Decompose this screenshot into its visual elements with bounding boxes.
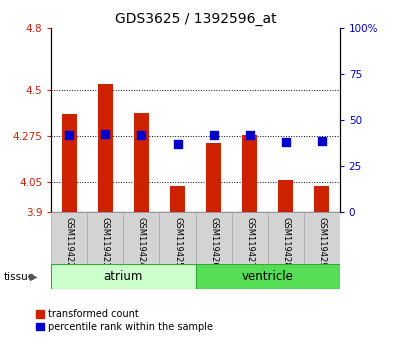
Point bbox=[318, 138, 325, 144]
Text: GSM119429: GSM119429 bbox=[317, 217, 326, 267]
Bar bbox=[196, 212, 231, 264]
Bar bbox=[123, 212, 160, 264]
Text: GSM119427: GSM119427 bbox=[245, 217, 254, 267]
Bar bbox=[206, 143, 221, 212]
Point bbox=[66, 132, 73, 138]
Text: GSM119426: GSM119426 bbox=[209, 217, 218, 267]
Bar bbox=[51, 264, 196, 289]
Bar bbox=[134, 113, 149, 212]
Bar bbox=[51, 212, 87, 264]
Point bbox=[211, 132, 217, 138]
Bar bbox=[196, 264, 340, 289]
Bar bbox=[160, 212, 196, 264]
Text: atrium: atrium bbox=[104, 270, 143, 282]
Point bbox=[174, 141, 181, 147]
Point bbox=[102, 131, 109, 137]
Text: ventricle: ventricle bbox=[242, 270, 293, 282]
Text: GSM119422: GSM119422 bbox=[65, 217, 74, 267]
Bar bbox=[304, 212, 340, 264]
Bar bbox=[314, 186, 329, 212]
Bar bbox=[87, 212, 123, 264]
Bar bbox=[62, 114, 77, 212]
Point bbox=[282, 139, 289, 145]
Legend: transformed count, percentile rank within the sample: transformed count, percentile rank withi… bbox=[36, 309, 213, 332]
Bar bbox=[231, 212, 267, 264]
Bar bbox=[170, 186, 185, 212]
Text: GSM119423: GSM119423 bbox=[101, 217, 110, 267]
Bar bbox=[98, 84, 113, 212]
Text: GSM119424: GSM119424 bbox=[137, 217, 146, 267]
Title: GDS3625 / 1392596_at: GDS3625 / 1392596_at bbox=[115, 12, 276, 26]
Bar bbox=[243, 135, 257, 212]
Point bbox=[246, 132, 253, 138]
Bar bbox=[278, 180, 293, 212]
Bar bbox=[267, 212, 304, 264]
Point bbox=[138, 132, 145, 138]
Text: ▶: ▶ bbox=[30, 272, 37, 282]
Text: GSM119428: GSM119428 bbox=[281, 217, 290, 267]
Text: GSM119425: GSM119425 bbox=[173, 217, 182, 267]
Text: tissue: tissue bbox=[4, 272, 35, 282]
